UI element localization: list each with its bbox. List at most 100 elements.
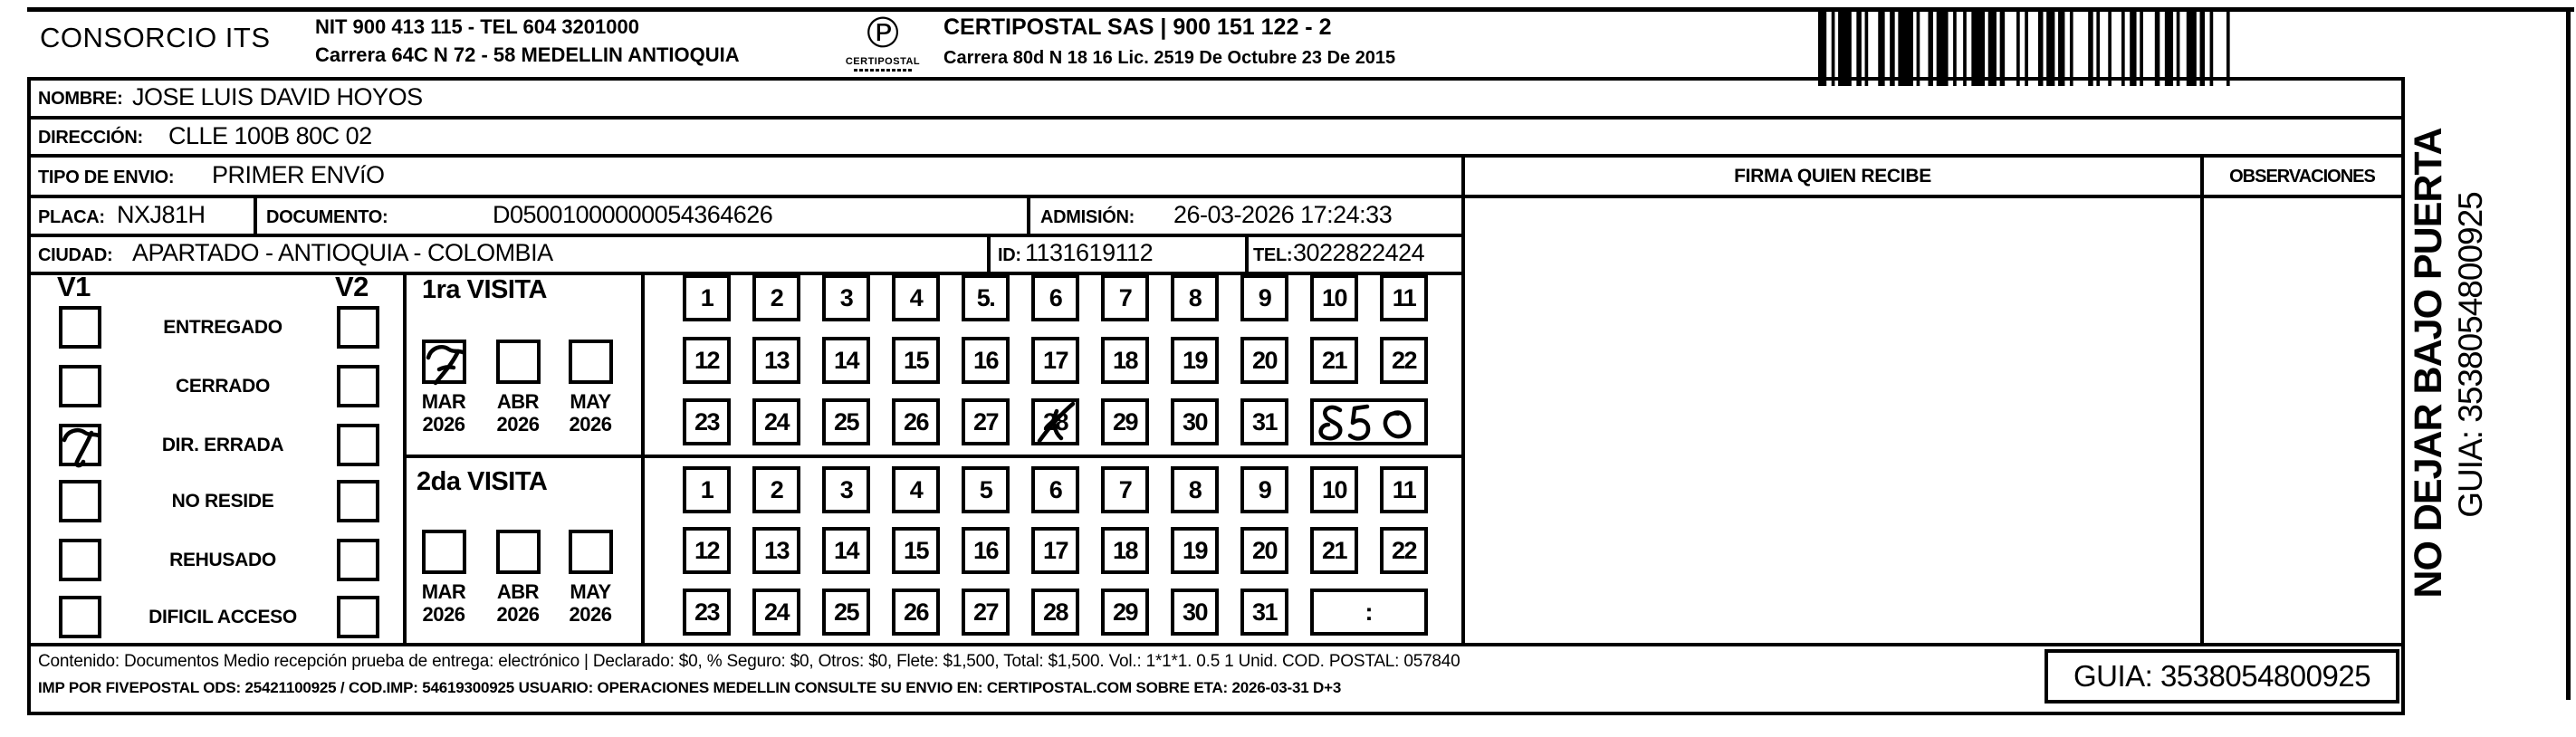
day-number: 19 bbox=[1182, 346, 1209, 374]
visita2-day-cell-24: 24 bbox=[752, 589, 800, 636]
v1-checkbox-dir-errada bbox=[59, 424, 101, 468]
rule bbox=[1027, 195, 1030, 237]
visita1-day-cell-6: 6 bbox=[1031, 274, 1079, 321]
day-number: 13 bbox=[763, 536, 790, 564]
time-placeholder: : bbox=[1365, 598, 1374, 626]
visita1-day-cell-19: 19 bbox=[1171, 337, 1219, 384]
day-number: 6 bbox=[1049, 475, 1063, 503]
day-number: 20 bbox=[1251, 346, 1278, 374]
v2-checkbox-dir-errada bbox=[337, 424, 379, 466]
certipostal-logo-text: CERTIPOSTAL bbox=[845, 56, 921, 67]
visita1-month-option-may: MAY 2026 bbox=[560, 340, 620, 436]
day-number: 8 bbox=[1188, 475, 1202, 503]
visita2-day-cell-18: 18 bbox=[1101, 527, 1149, 574]
admision-label: ADMISIÓN: bbox=[1040, 207, 1135, 227]
visita2-day-cell-3: 3 bbox=[822, 466, 870, 513]
visita2-day-cell-9: 9 bbox=[1240, 466, 1288, 513]
day-number: 18 bbox=[1112, 346, 1139, 374]
handwritten-check-icon bbox=[62, 428, 101, 468]
id-value: 1131619112 bbox=[1025, 239, 1154, 266]
company-nit-line: NIT 900 413 115 - TEL 604 3201000 bbox=[315, 15, 639, 38]
visita1-day-cell-1: 1 bbox=[683, 274, 731, 321]
right-border-rule bbox=[2566, 7, 2571, 700]
month-year: 2026 bbox=[422, 413, 465, 436]
visita1-day-cell-25: 25 bbox=[822, 398, 870, 445]
visita1-day-cell-18: 18 bbox=[1101, 337, 1149, 384]
rule bbox=[987, 234, 991, 275]
visita1-day-cell-4: 4 bbox=[892, 274, 940, 321]
visita1-day-cell-3: 3 bbox=[822, 274, 870, 321]
visita1-day-cell-16: 16 bbox=[962, 337, 1010, 384]
waybill-table: NOMBRE: JOSE LUIS DAVID HOYOS DIRECCIÓN:… bbox=[27, 77, 2405, 715]
rule bbox=[1245, 234, 1249, 275]
v1-checkbox-dificil-acceso bbox=[59, 596, 101, 638]
visita2-day-cell-20: 20 bbox=[1240, 527, 1288, 574]
v2-checkbox-cerrado bbox=[337, 365, 379, 407]
nombre-label: NOMBRE: bbox=[38, 89, 123, 109]
v1-checkbox-cerrado bbox=[59, 365, 101, 407]
visita1-day-cell-30: 30 bbox=[1171, 398, 1219, 445]
id-label: ID: bbox=[998, 245, 1021, 265]
rule bbox=[403, 272, 407, 643]
day-number: 28 bbox=[1042, 407, 1069, 436]
month-label: MAR bbox=[421, 390, 466, 413]
nombre-value: JOSE LUIS DAVID HOYOS bbox=[132, 83, 423, 110]
visita2-day-cell-7: 7 bbox=[1101, 466, 1149, 513]
tipo-envio-label: TIPO DE ENVIO: bbox=[38, 168, 175, 187]
visita2-month-option-may: MAY 2026 bbox=[560, 530, 620, 626]
day-number: 24 bbox=[763, 598, 790, 626]
company-address-line: Carrera 64C N 72 - 58 MEDELLIN ANTIOQUIA bbox=[315, 43, 740, 66]
rule bbox=[403, 455, 1465, 458]
day-number: 15 bbox=[903, 346, 930, 374]
visita1-day-cell-22: 22 bbox=[1380, 337, 1428, 384]
day-number: 3 bbox=[839, 283, 854, 311]
visita1-month-option-mar: MAR 2026 bbox=[414, 340, 474, 436]
visita2-day-cell-14: 14 bbox=[822, 527, 870, 574]
visita1-day-cell-23: 23 bbox=[683, 398, 731, 445]
day-number: 16 bbox=[972, 346, 1000, 374]
visita1-month-checkbox-abr bbox=[495, 340, 541, 384]
visita1-day-cell-17: 17 bbox=[1031, 337, 1079, 384]
placa-label: PLACA: bbox=[38, 207, 105, 227]
day-number: 14 bbox=[833, 536, 860, 564]
visita1-day-cell-5: 5. bbox=[962, 274, 1010, 321]
visita2-day-cell-17: 17 bbox=[1031, 527, 1079, 574]
day-number: 14 bbox=[833, 346, 860, 374]
v2-checkbox-dificil-acceso bbox=[337, 596, 379, 638]
visita2-day-cell-8: 8 bbox=[1171, 466, 1219, 513]
day-number: 29 bbox=[1112, 407, 1139, 436]
day-number: 2 bbox=[770, 283, 784, 311]
top-border-rule bbox=[27, 7, 2574, 12]
status-label-dificil-acceso: DIFICIL ACCESO bbox=[148, 607, 297, 627]
day-number: 3 bbox=[839, 475, 854, 503]
day-number: 7 bbox=[1118, 475, 1133, 503]
side-note-no-dejar: NO DEJAR BAJO PUERTA bbox=[2407, 128, 2450, 598]
tel-value: 3022822424 bbox=[1293, 239, 1425, 266]
day-number: 29 bbox=[1112, 598, 1139, 626]
day-number: 1 bbox=[700, 475, 714, 503]
v1-checkbox-rehusado bbox=[59, 539, 101, 581]
v1-checkbox-entregado bbox=[59, 306, 101, 349]
visita1-day-cell-26: 26 bbox=[892, 398, 940, 445]
visita2-day-cell-30: 30 bbox=[1171, 589, 1219, 636]
day-number: 10 bbox=[1321, 475, 1348, 503]
day-number: 12 bbox=[694, 346, 721, 374]
v2-checkbox-rehusado bbox=[337, 539, 379, 581]
certipostal-logo: ℗ CERTIPOSTAL bbox=[840, 12, 925, 72]
v2-column-header: V2 bbox=[335, 271, 369, 302]
visita2-day-cell-31: 31 bbox=[1240, 589, 1288, 636]
direccion-label: DIRECCIÓN: bbox=[38, 128, 143, 148]
documento-label: DOCUMENTO: bbox=[266, 207, 388, 227]
month-label: MAY bbox=[570, 580, 611, 603]
rule bbox=[31, 195, 2401, 198]
observaciones-header: OBSERVACIONES bbox=[2229, 167, 2376, 187]
day-number: 30 bbox=[1182, 598, 1209, 626]
visita2-day-cell-12: 12 bbox=[683, 527, 731, 574]
visita2-day-cell-26: 26 bbox=[892, 589, 940, 636]
visita1-day-cell-21: 21 bbox=[1310, 337, 1358, 384]
handwritten-check-icon bbox=[426, 345, 464, 386]
rule bbox=[31, 643, 2401, 646]
day-number: 22 bbox=[1391, 536, 1418, 564]
day-number: 17 bbox=[1042, 536, 1069, 564]
